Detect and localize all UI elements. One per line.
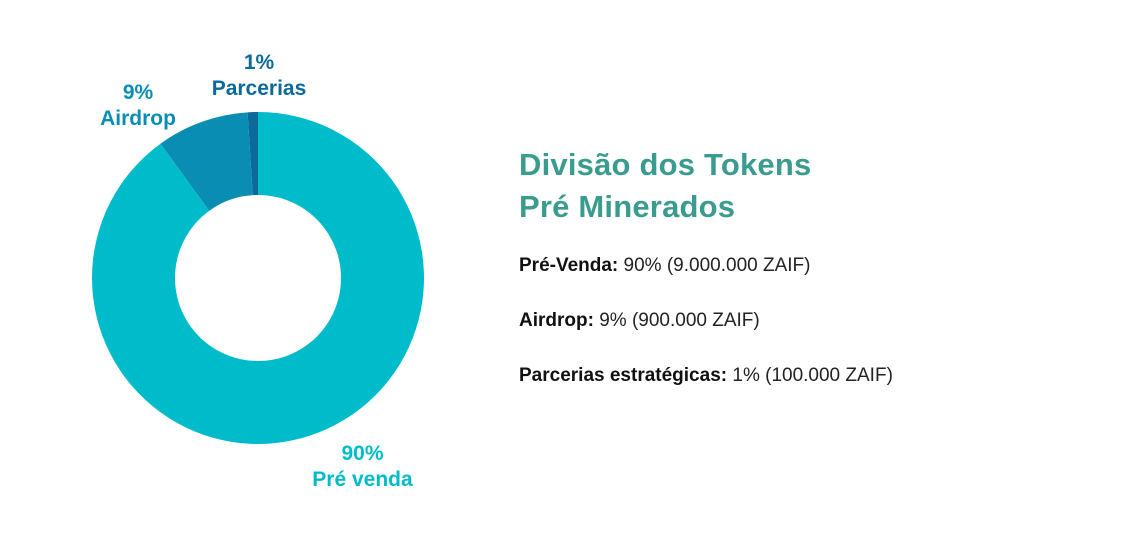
distribution-item-key: Pré-Venda: [519,255,619,276]
distribution-item-airdrop: Airdrop: 9% (900.000 ZAIF) [519,307,1099,335]
distribution-item-value: 90% (9.000.000 ZAIF) [623,255,811,276]
token-distribution-panel: Divisão dos Tokens Pré Minerados Pré-Ven… [519,144,1099,417]
slice-label-pre-venda-name: Pré venda [312,468,413,491]
distribution-item-key: Airdrop: [519,310,594,331]
distribution-item-pre-venda: Pré-Venda: 90% (9.000.000 ZAIF) [519,252,1099,280]
donut-slices [92,112,425,444]
slice-label-airdrop: 9% Airdrop [88,80,188,132]
distribution-item-parcerias: Parcerias estratégicas: 1% (100.000 ZAIF… [519,362,1099,390]
distribution-item-key: Parcerias estratégicas: [519,365,728,386]
slice-label-parcerias-name: Parcerias [211,77,307,100]
slice-label-airdrop-percent: 9% [122,81,154,104]
slice-label-pre-venda-percent: 90% [341,442,384,465]
donut-chart [92,112,425,444]
distribution-item-value: 1% (100.000 ZAIF) [732,365,893,386]
slice-label-airdrop-name: Airdrop [100,107,176,130]
distribution-item-value: 9% (900.000 ZAIF) [599,310,760,331]
slice-label-parcerias: 1% Parcerias [204,50,314,102]
slice-label-pre-venda: 90% Pré venda [300,441,425,493]
panel-title-line-1: Divisão dos Tokens [519,147,812,182]
slice-label-parcerias-percent: 1% [243,51,275,74]
slice-parcerias [247,112,258,196]
slice-airdrop [160,112,253,211]
panel-title: Divisão dos Tokens Pré Minerados [519,144,1099,228]
panel-title-line-2: Pré Minerados [519,189,736,224]
slice-pre-venda [92,112,425,444]
